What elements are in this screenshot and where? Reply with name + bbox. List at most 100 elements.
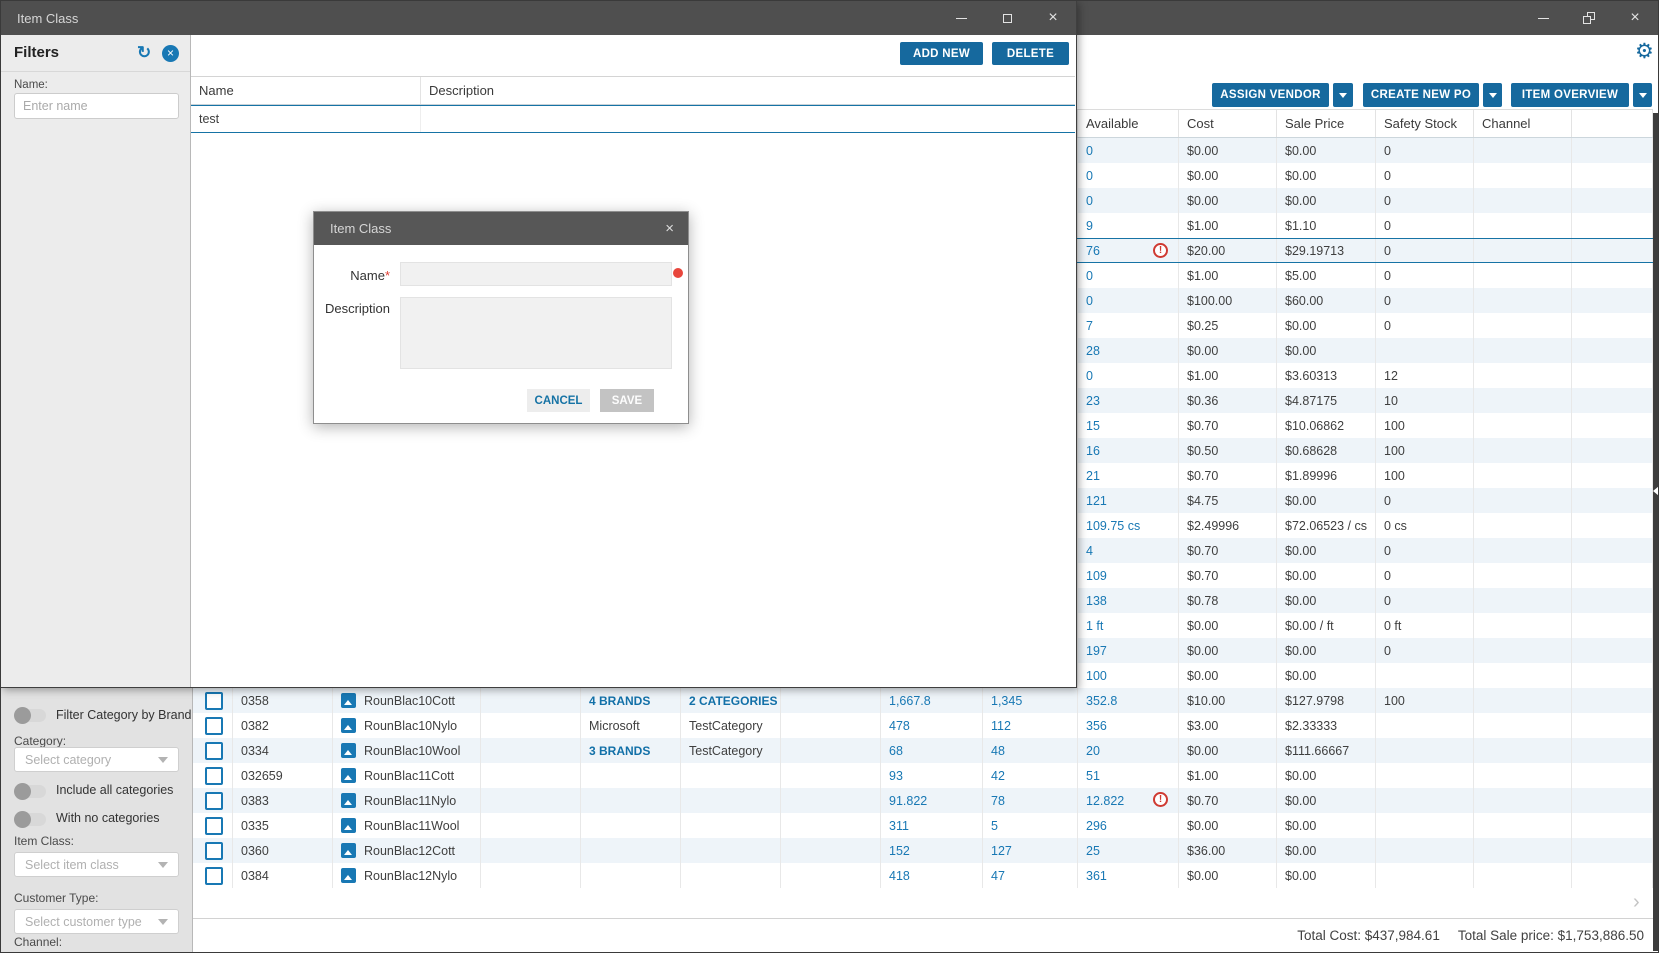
- cell-av[interactable]: 197: [1078, 638, 1179, 663]
- cell-av[interactable]: 109: [1078, 563, 1179, 588]
- cell-qty2[interactable]: 5: [983, 813, 1078, 838]
- table-row[interactable]: 0383 RounBlac11Nylo 91.822 78 12.822! $0.70 $0…: [193, 788, 1653, 813]
- create-new-po-dropdown-button[interactable]: [1483, 83, 1502, 107]
- cell-av[interactable]: 15: [1078, 413, 1179, 438]
- cell-qty1[interactable]: 478: [881, 713, 983, 738]
- table-row[interactable]: 0382 RounBlac10Nylo Microsoft TestCategory 4…: [193, 713, 1653, 738]
- table-row[interactable]: 032659 RounBlac11Cott 93 42 51 $1.00 $0.00: [193, 763, 1653, 788]
- cell-av[interactable]: 12.822!: [1078, 788, 1179, 813]
- modal-name-input[interactable]: [400, 262, 672, 286]
- cell-brand[interactable]: 4 BRANDS: [581, 688, 681, 713]
- add-new-button[interactable]: ADD NEW: [900, 42, 983, 65]
- cell-av[interactable]: 361: [1078, 863, 1179, 888]
- table-row[interactable]: 0335 RounBlac11Wool 311 5 296 $0.00 $0.00: [193, 813, 1653, 838]
- cell-av[interactable]: 100: [1078, 663, 1179, 688]
- table-row[interactable]: 0360 RounBlac12Cott 152 127 25 $36.00 $0.00: [193, 838, 1653, 863]
- cell-qty1[interactable]: 68: [881, 738, 983, 763]
- cell-av[interactable]: 109.75 cs: [1078, 513, 1179, 538]
- cell-av[interactable]: 21: [1078, 463, 1179, 488]
- cancel-button[interactable]: CANCEL: [527, 389, 590, 412]
- cell-av[interactable]: 138: [1078, 588, 1179, 613]
- modal-description-input[interactable]: [400, 297, 672, 369]
- cell-av[interactable]: 20: [1078, 738, 1179, 763]
- customer-type-select[interactable]: Select customer type: [14, 909, 179, 934]
- item-overview-dropdown-button[interactable]: [1633, 83, 1652, 107]
- clear-filters-icon[interactable]: ×: [162, 45, 179, 62]
- column-header-ss[interactable]: Safety Stock: [1376, 110, 1474, 137]
- settings-gear-icon[interactable]: ⚙: [1635, 40, 1654, 63]
- cell-qty2[interactable]: 112: [983, 713, 1078, 738]
- column-header-av[interactable]: Available: [1078, 110, 1179, 137]
- cell-av[interactable]: 0: [1078, 363, 1179, 388]
- cell-qty1[interactable]: 418: [881, 863, 983, 888]
- delete-button[interactable]: DELETE: [992, 42, 1069, 65]
- cell-av[interactable]: 0: [1078, 188, 1179, 213]
- close-button[interactable]: ×: [1030, 1, 1076, 35]
- class-description-cell[interactable]: [421, 106, 1075, 132]
- column-header-description[interactable]: Description: [429, 83, 495, 98]
- vertical-scrollbar[interactable]: [1653, 113, 1658, 951]
- create-new-po-button[interactable]: CREATE NEW PO: [1363, 83, 1479, 107]
- cell-qty1[interactable]: 1,667.8: [881, 688, 983, 713]
- refresh-icon[interactable]: ↻: [137, 43, 152, 62]
- column-header-channel[interactable]: Channel: [1474, 110, 1572, 137]
- cell-av[interactable]: 356: [1078, 713, 1179, 738]
- cell-av[interactable]: 4: [1078, 538, 1179, 563]
- assign-vendor-button[interactable]: ASSIGN VENDOR: [1212, 83, 1329, 107]
- row-checkbox[interactable]: [205, 816, 223, 835]
- cell-av[interactable]: 0: [1078, 163, 1179, 188]
- row-checkbox[interactable]: [205, 716, 223, 735]
- close-button[interactable]: ×: [1612, 1, 1658, 35]
- modal-close-icon[interactable]: ×: [665, 220, 674, 237]
- row-checkbox[interactable]: [205, 866, 223, 885]
- cell-av[interactable]: 296: [1078, 813, 1179, 838]
- minimize-button[interactable]: [938, 1, 984, 35]
- cell-av[interactable]: 352.8: [1078, 688, 1179, 713]
- cell-qty2[interactable]: 48: [983, 738, 1078, 763]
- with-no-categories-toggle[interactable]: [14, 811, 46, 828]
- cell-qty2[interactable]: 47: [983, 863, 1078, 888]
- item-overview-button[interactable]: ITEM OVERVIEW: [1511, 83, 1629, 107]
- category-select[interactable]: Select category: [14, 747, 179, 772]
- minimize-button[interactable]: [1520, 1, 1566, 35]
- cell-av[interactable]: 7: [1078, 313, 1179, 338]
- class-table-row[interactable]: test: [191, 105, 1075, 133]
- cell-qty1[interactable]: 93: [881, 763, 983, 788]
- cell-cat[interactable]: 2 CATEGORIES: [681, 688, 781, 713]
- cell-av[interactable]: 16: [1078, 438, 1179, 463]
- cell-av[interactable]: 28: [1078, 338, 1179, 363]
- cell-brand[interactable]: 3 BRANDS: [581, 738, 681, 763]
- class-name-cell[interactable]: test: [191, 106, 421, 132]
- cell-qty2[interactable]: 127: [983, 838, 1078, 863]
- assign-vendor-dropdown-button[interactable]: [1333, 83, 1353, 107]
- row-checkbox[interactable]: [205, 766, 223, 785]
- cell-av[interactable]: 23: [1078, 388, 1179, 413]
- cell-av[interactable]: 25: [1078, 838, 1179, 863]
- cell-qty1[interactable]: 311: [881, 813, 983, 838]
- row-checkbox[interactable]: [205, 691, 223, 710]
- row-checkbox[interactable]: [205, 741, 223, 760]
- filter-category-by-brand-toggle[interactable]: [14, 707, 46, 724]
- restore-button[interactable]: [1566, 1, 1612, 35]
- column-header-sale[interactable]: Sale Price: [1277, 110, 1376, 137]
- cell-qty1[interactable]: 91.822: [881, 788, 983, 813]
- cell-av[interactable]: 76!: [1078, 239, 1179, 262]
- name-filter-input[interactable]: [14, 93, 179, 119]
- row-checkbox[interactable]: [205, 841, 223, 860]
- table-row[interactable]: 0334 RounBlac10Wool 3 BRANDS TestCategory 68…: [193, 738, 1653, 763]
- table-row[interactable]: 0384 RounBlac12Nylo 418 47 361 $0.00 $0.00: [193, 863, 1653, 888]
- column-header-cost[interactable]: Cost: [1179, 110, 1277, 137]
- panel-expander-arrow-icon[interactable]: [1653, 486, 1658, 496]
- include-all-categories-toggle[interactable]: [14, 783, 46, 800]
- cell-av[interactable]: 9: [1078, 213, 1179, 238]
- horizontal-scroll-chevron-icon[interactable]: ›: [1633, 891, 1640, 913]
- cell-av[interactable]: 1 ft: [1078, 613, 1179, 638]
- cell-qty1[interactable]: 152: [881, 838, 983, 863]
- row-checkbox[interactable]: [205, 791, 223, 810]
- cell-av[interactable]: 0: [1078, 263, 1179, 288]
- cell-qty2[interactable]: 78: [983, 788, 1078, 813]
- maximize-button[interactable]: [984, 1, 1030, 35]
- cell-av[interactable]: 51: [1078, 763, 1179, 788]
- cell-qty2[interactable]: 42: [983, 763, 1078, 788]
- cell-av[interactable]: 121: [1078, 488, 1179, 513]
